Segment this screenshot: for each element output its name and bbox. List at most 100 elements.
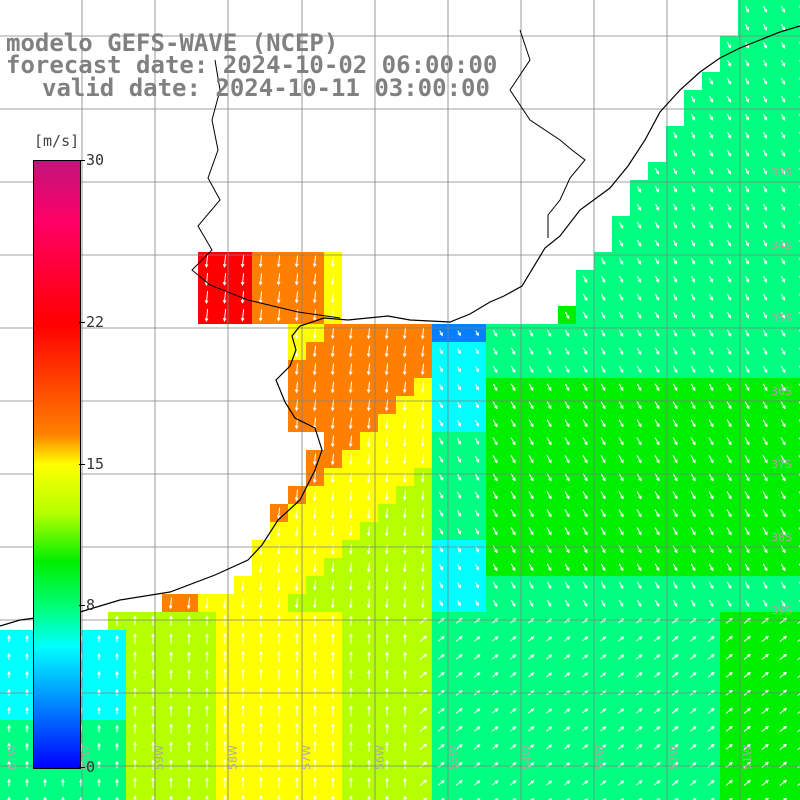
wind-arrow	[582, 708, 589, 714]
wind-arrow	[204, 254, 209, 269]
wind-arrow	[222, 597, 227, 610]
wind-arrow	[420, 327, 425, 340]
wind-arrow	[438, 455, 444, 463]
wind-arrow	[709, 149, 714, 157]
wind-arrow	[403, 705, 407, 716]
wind-arrow	[600, 419, 606, 428]
wind-arrow	[403, 723, 407, 734]
wind-arrow	[294, 291, 299, 304]
wind-arrow	[457, 402, 461, 409]
wind-arrow	[151, 723, 155, 734]
wind-arrow	[762, 419, 768, 428]
wind-arrow	[403, 633, 407, 644]
wind-arrow	[708, 455, 714, 464]
wind-arrow	[187, 795, 191, 800]
wind-arrow	[780, 383, 786, 392]
wind-arrow	[474, 473, 480, 481]
wind-arrow	[349, 669, 353, 680]
wind-arrow	[672, 491, 678, 500]
wind-arrow	[510, 563, 516, 572]
wind-arrow	[618, 473, 624, 482]
wind-arrow	[708, 599, 714, 608]
wind-arrow	[240, 309, 245, 322]
wind-arrow	[671, 708, 679, 714]
wind-arrow	[169, 651, 173, 662]
longitude-label: 58W	[227, 745, 240, 770]
wind-arrow	[708, 365, 714, 374]
wind-arrow	[709, 131, 714, 139]
wind-arrow	[420, 399, 425, 412]
wind-arrow	[438, 509, 444, 517]
wind-arrow	[403, 651, 407, 662]
wind-arrow	[402, 399, 407, 412]
wind-arrow	[745, 5, 750, 13]
colorbar-tick-mark	[79, 767, 85, 768]
wind-arrow	[781, 41, 786, 49]
wind-arrow	[348, 562, 353, 573]
wind-arrow	[528, 509, 534, 518]
wind-arrow	[636, 293, 642, 301]
wind-arrow	[618, 726, 625, 732]
wind-cell	[792, 324, 800, 342]
wind-arrow	[708, 563, 714, 572]
wind-arrow	[779, 761, 788, 768]
wind-arrow	[420, 562, 425, 573]
wind-arrow	[744, 437, 750, 446]
wind-arrow	[25, 670, 29, 679]
wind-arrow	[25, 760, 29, 769]
wind-arrow	[510, 527, 516, 536]
wind-arrow	[600, 563, 606, 572]
wind-arrow	[690, 401, 696, 410]
wind-arrow	[277, 794, 281, 800]
wind-arrow	[618, 509, 624, 518]
colorbar-tick-label: 22	[86, 312, 105, 331]
longitude-label: 60W	[80, 745, 93, 770]
wind-cell	[522, 792, 540, 800]
wind-arrow	[312, 507, 317, 520]
wind-arrow	[169, 633, 173, 644]
wind-arrow	[222, 255, 227, 268]
wind-arrow	[330, 291, 335, 304]
wind-arrow	[691, 95, 696, 103]
wind-arrow	[636, 599, 642, 608]
wind-arrow	[258, 309, 263, 322]
wind-cell	[792, 198, 800, 216]
wind-arrow	[7, 634, 11, 643]
wind-arrow	[492, 455, 498, 464]
wind-arrow	[510, 654, 517, 660]
wind-arrow	[726, 401, 732, 410]
wind-arrow	[258, 561, 263, 574]
wind-arrow	[654, 329, 660, 337]
wind-arrow	[312, 255, 317, 268]
wind-arrow	[636, 221, 642, 229]
wind-arrow	[673, 221, 678, 229]
wind-arrow	[707, 780, 715, 786]
wind-arrow	[61, 778, 65, 787]
wind-arrow	[727, 131, 732, 139]
wind-arrow	[420, 544, 425, 555]
wind-arrow	[761, 743, 769, 750]
wind-arrow	[313, 795, 317, 800]
wind-arrow	[455, 636, 463, 642]
wind-cell	[792, 288, 800, 306]
wind-arrow	[762, 581, 768, 590]
wind-arrow	[762, 347, 768, 356]
wind-arrow	[564, 581, 570, 590]
wind-arrow	[781, 221, 786, 229]
wind-arrow	[691, 113, 696, 121]
wind-arrow	[564, 636, 571, 642]
wind-arrow	[437, 762, 445, 768]
wind-arrow	[761, 779, 769, 786]
wind-arrow	[366, 327, 371, 340]
wind-arrow	[97, 760, 101, 769]
wind-arrow	[259, 740, 263, 753]
wind-arrow	[473, 672, 481, 678]
wind-arrow	[258, 255, 263, 268]
valid-date: valid date: 2024-10-11 03:00:00	[42, 74, 490, 102]
wind-arrow	[780, 491, 786, 500]
wind-cell	[0, 792, 18, 800]
wind-arrow	[797, 711, 800, 715]
wind-arrow	[366, 490, 371, 501]
wind-arrow	[691, 293, 696, 301]
wind-cell	[792, 450, 800, 468]
